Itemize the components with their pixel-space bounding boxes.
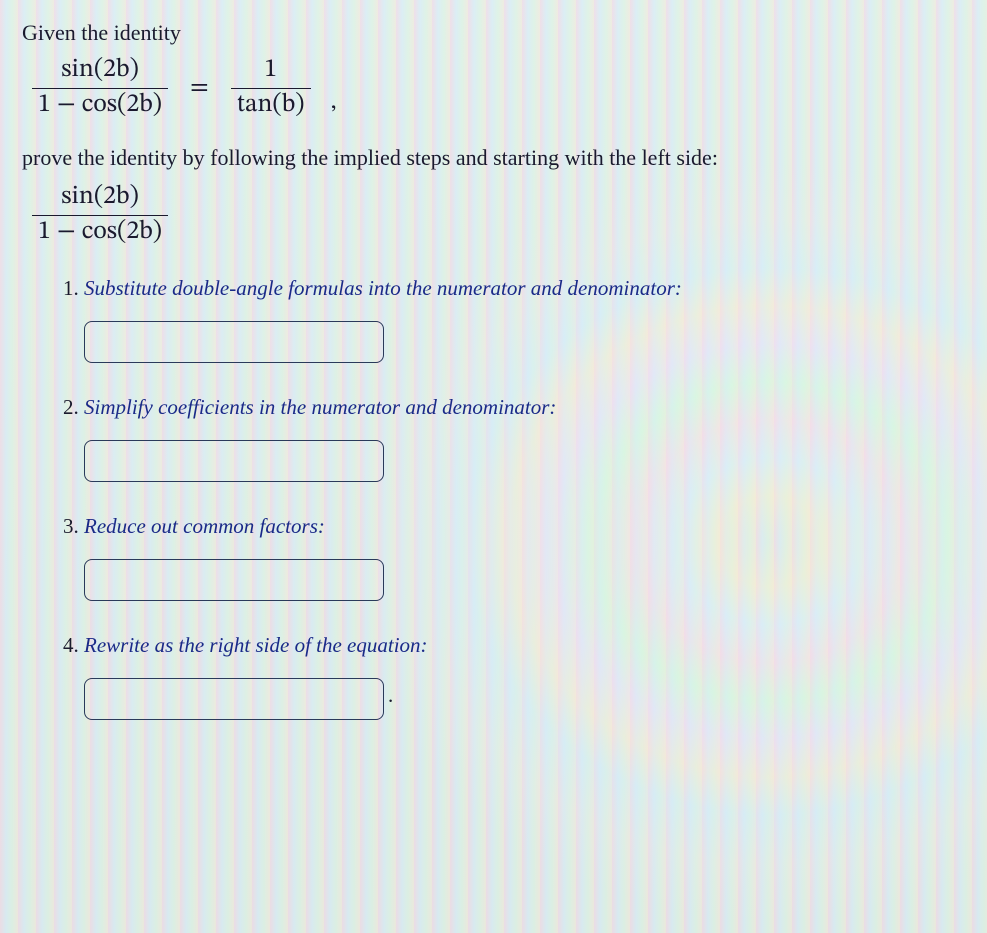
identity-trailing-comma: , <box>331 87 337 121</box>
step-2-input[interactable] <box>84 440 384 482</box>
identity-equation: sin(2b) 1 − cos(2b) = 1 tan(b) , <box>32 56 965 121</box>
identity-lhs-denominator: 1 − cos(2b) <box>32 88 168 121</box>
identity-rhs-denominator: tan(b) <box>231 88 311 121</box>
step-4: Rewrite as the right side of the equatio… <box>84 633 965 720</box>
step-2-label: Simplify coefficients in the numerator a… <box>84 395 965 420</box>
step-1-input[interactable] <box>84 321 384 363</box>
identity-lhs-fraction: sin(2b) 1 − cos(2b) <box>32 56 168 121</box>
step-3-input[interactable] <box>84 559 384 601</box>
step-1: Substitute double-angle formulas into th… <box>84 276 965 363</box>
lhs-start-numerator: sin(2b) <box>55 183 145 215</box>
intro-text: Given the identity <box>22 20 965 46</box>
identity-rhs-numerator: 1 <box>258 56 283 88</box>
step-4-input[interactable] <box>84 678 384 720</box>
step-4-label: Rewrite as the right side of the equatio… <box>84 633 965 658</box>
step-3: Reduce out common factors: <box>84 514 965 601</box>
equals-sign: = <box>186 72 213 105</box>
step-1-label: Substitute double-angle formulas into th… <box>84 276 965 301</box>
step-3-label: Reduce out common factors: <box>84 514 965 539</box>
lhs-start-denominator: 1 − cos(2b) <box>32 215 168 248</box>
step-2: Simplify coefficients in the numerator a… <box>84 395 965 482</box>
identity-lhs-numerator: sin(2b) <box>55 56 145 88</box>
worksheet-page: Given the identity sin(2b) 1 − cos(2b) =… <box>0 0 987 772</box>
lhs-start-expression: sin(2b) 1 − cos(2b) <box>32 181 965 248</box>
final-period: . <box>388 683 393 707</box>
steps-list: Substitute double-angle formulas into th… <box>22 276 965 720</box>
prove-instruction: prove the identity by following the impl… <box>22 145 965 171</box>
identity-rhs-fraction: 1 tan(b) <box>231 56 311 121</box>
lhs-start-fraction: sin(2b) 1 − cos(2b) <box>32 183 168 248</box>
